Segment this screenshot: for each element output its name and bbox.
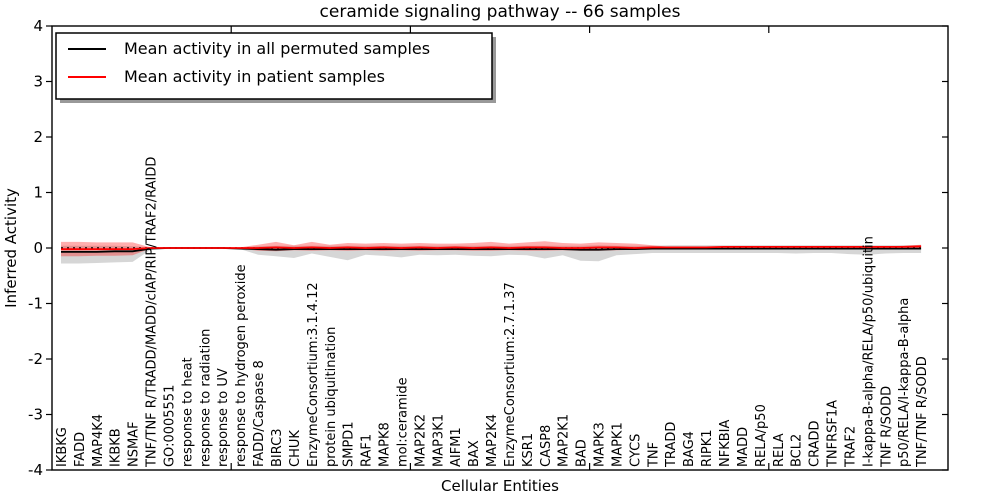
x-category-label: p50/RELA/I-kappa-B-alpha [897, 298, 912, 467]
y-axis-label: Inferred Activity [2, 188, 20, 308]
x-category-label: MAP2K4 [485, 414, 500, 467]
x-category-label: FADD/Caspase 8 [252, 360, 267, 467]
x-category-label: response to radiation [198, 329, 213, 467]
x-category-label: GO:0005551 [162, 385, 177, 467]
x-category-label: TNF [646, 442, 661, 468]
x-category-label: BAD [575, 439, 590, 467]
y-tick-label: -1 [28, 295, 43, 313]
x-category-label: response to UV [216, 368, 231, 467]
x-category-label: TNF/TNF R/TRADD/MADD/cIAP/RIP/TRAF2/RAID… [145, 157, 160, 468]
legend-label-permuted-samples: Mean activity in all permuted samples [124, 39, 430, 58]
x-category-label: NSMAF [127, 421, 142, 467]
x-category-label: RELA/p50 [754, 404, 769, 467]
x-category-label: TRADD [664, 422, 679, 468]
x-category-label: TNF R/SODD [879, 386, 894, 468]
x-category-label: NFKBIA [718, 420, 733, 467]
x-category-label: SMPD1 [342, 421, 357, 467]
y-tick-label: -2 [28, 350, 43, 368]
chart-title: ceramide signaling pathway -- 66 samples [320, 2, 681, 22]
x-category-label: CASP8 [539, 425, 554, 467]
x-category-label: KSR1 [521, 433, 536, 467]
x-category-label: MAPK1 [610, 422, 625, 467]
x-category-label: BAG4 [682, 431, 697, 467]
x-category-label: EnzymeConsortium:3.1.4.12 [306, 282, 321, 467]
x-category-label: MAP2K2 [413, 414, 428, 467]
legend-label-patient-samples: Mean activity in patient samples [124, 67, 385, 86]
x-category-label: AIFM1 [449, 427, 464, 467]
x-category-label: response to heat [180, 357, 195, 467]
y-tick-label: -3 [28, 406, 43, 424]
x-category-label: TRAF2 [843, 426, 858, 468]
x-category-label: MAPK3 [593, 422, 608, 467]
x-category-label: BCL2 [790, 434, 805, 467]
x-category-label: RAF1 [360, 434, 375, 467]
x-category-label: response to hydrogen peroxide [234, 264, 249, 467]
x-category-label: I-kappa-B-alpha/RELA/p50/ubiquitin [861, 236, 876, 467]
x-category-label: IKBKG [55, 427, 70, 467]
y-tick-label: -4 [28, 461, 43, 479]
x-axis-label: Cellular Entities [441, 477, 559, 495]
x-category-label: CRADD [808, 421, 823, 468]
x-category-label: MADD [736, 427, 751, 467]
x-category-label: RIPK1 [700, 429, 715, 467]
x-category-label: MAP3K1 [431, 414, 446, 467]
x-category-label: TNF/TNF R/SODD [915, 356, 930, 468]
x-category-label: MAP2K1 [557, 414, 572, 467]
patient-mean-line [61, 245, 922, 251]
x-category-label: FADD [73, 432, 88, 467]
x-category-label: MAP4K4 [91, 414, 106, 467]
y-tick-label: 4 [33, 17, 43, 35]
x-category-label: mol:ceramide [395, 377, 410, 467]
x-category-label: BAX [467, 440, 482, 467]
y-tick-label: 3 [33, 73, 43, 91]
y-tick-label: 1 [33, 184, 43, 202]
x-category-label: BIRC3 [270, 429, 285, 468]
x-category-label: TNFRSF1A [826, 400, 841, 468]
x-category-label: EnzymeConsortium:2.7.1.37 [503, 282, 518, 467]
y-tick-label: 0 [33, 239, 43, 257]
x-category-label: IKBKB [109, 428, 124, 467]
x-category-label: CYCS [628, 434, 643, 467]
x-category-label: MAPK8 [378, 422, 393, 467]
x-category-label: protein ubiquitination [324, 327, 339, 467]
legend-box [55, 32, 493, 100]
y-tick-label: 2 [33, 128, 43, 146]
x-category-label: RELA [772, 433, 787, 467]
x-category-label: CHUK [288, 430, 303, 467]
legend: Mean activity in all permuted samples Me… [55, 32, 496, 103]
